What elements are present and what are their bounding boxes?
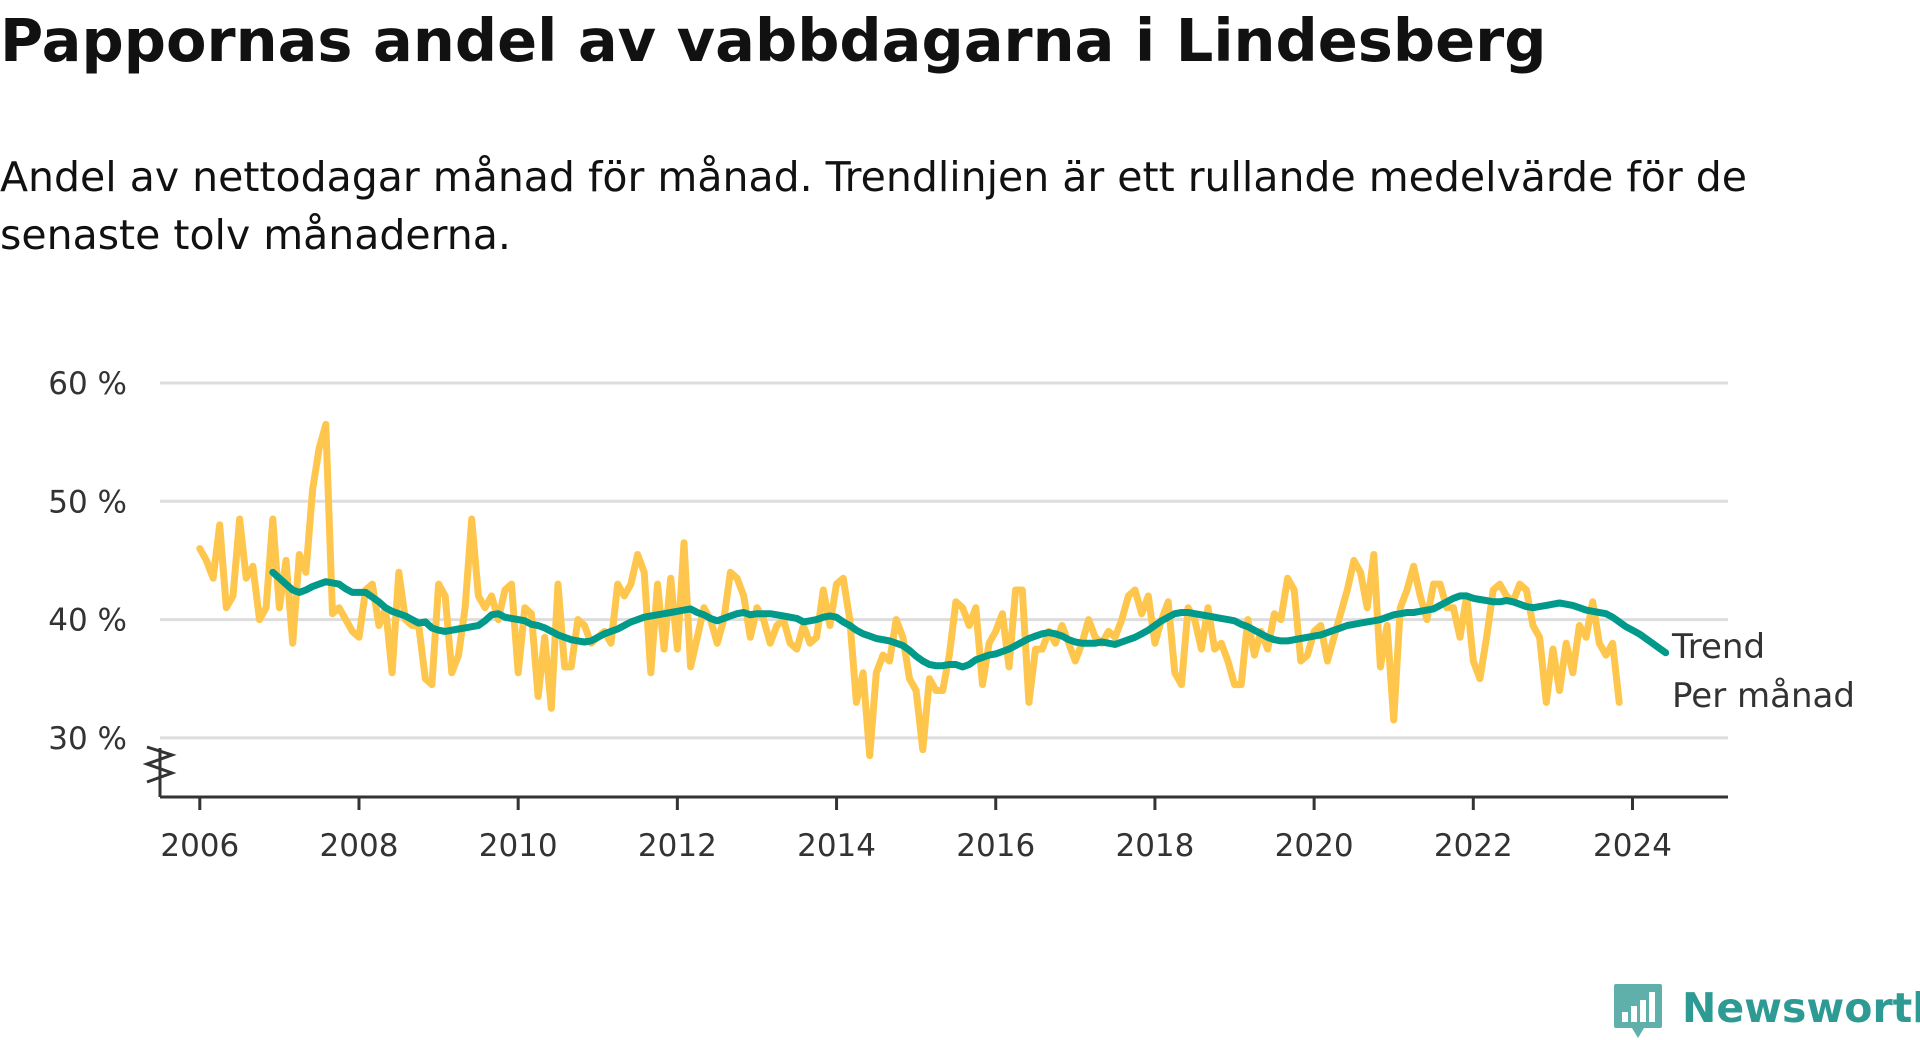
brand-name: Newsworthy (1682, 984, 1920, 1032)
chart-title: Pappornas andel av vabbdagarna i Lindesb… (0, 6, 1547, 75)
x-tick-label: 2008 (320, 828, 399, 864)
x-tick-label: 2010 (479, 828, 558, 864)
y-tick-label: 40 % (48, 603, 127, 639)
x-tick-label: 2022 (1434, 828, 1513, 864)
legend-label-monthly: Per månad (1672, 676, 1855, 716)
y-tick-label: 60 % (48, 366, 127, 402)
bar-chart-speech-bubble-icon (1614, 984, 1662, 1038)
x-tick-label: 2020 (1275, 828, 1354, 864)
x-tick-label: 2012 (638, 828, 717, 864)
y-axis-ticks: 30 % 40 % 50 % 60 % (48, 366, 127, 757)
series-lines (196, 420, 1670, 760)
axis-break-mark (142, 745, 177, 784)
x-tick-label: 2006 (160, 828, 239, 864)
legend-label-trend: Trend (1671, 627, 1765, 667)
y-tick-label: 50 % (48, 484, 127, 520)
series-line-per-manad (196, 420, 1623, 760)
y-tick-label: 30 % (48, 721, 127, 757)
newsworthy-logo: Newsworthy (1612, 982, 1920, 1040)
series-line-trend (269, 568, 1670, 671)
x-tick-label: 2018 (1115, 828, 1194, 864)
x-tick-label: 2014 (797, 828, 876, 864)
x-axis: 2006 2008 2010 2012 2014 2016 2018 2020 2022 2024 (142, 745, 1728, 864)
x-tick-label: 2016 (956, 828, 1035, 864)
x-tick-label: 2024 (1593, 828, 1672, 864)
legend: Trend Per månad (1671, 627, 1855, 716)
chart-subtitle: Andel av nettodagar månad för månad. Tre… (0, 153, 1747, 259)
